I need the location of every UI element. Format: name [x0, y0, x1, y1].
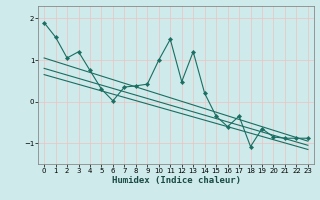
X-axis label: Humidex (Indice chaleur): Humidex (Indice chaleur)	[111, 176, 241, 185]
